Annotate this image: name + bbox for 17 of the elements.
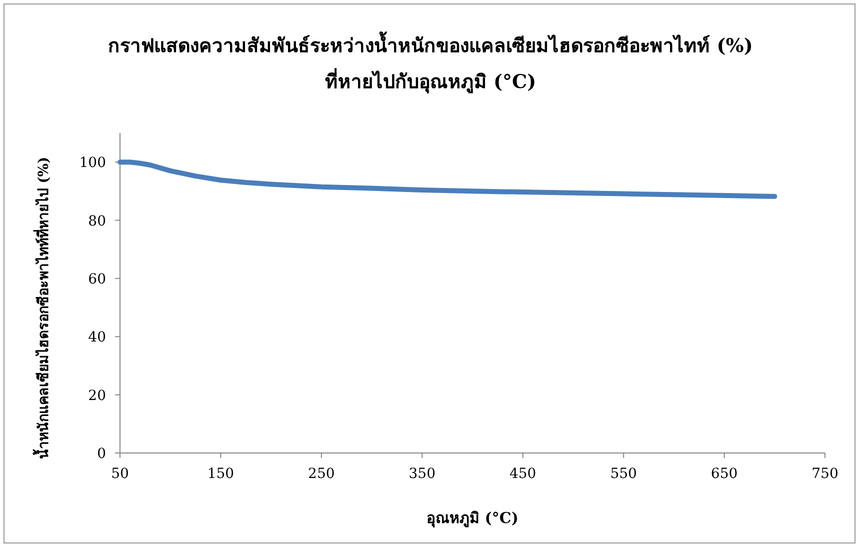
x-axis-title: อุณหภูมิ (°C)	[426, 509, 518, 528]
chart-title: กราฟแสดงความสัมพันธ์ระหว่างน้ำหนักของแคลเซียมไฮดรอกซีอะพาไทท์ (%) ที่หายไปกับอุณหภูมิ (°C)	[108, 31, 753, 94]
y-tick-label: 80	[88, 213, 106, 230]
y-tick-label: 60	[88, 271, 106, 288]
x-tick-label: 50	[111, 466, 129, 482]
y-tick-label: 20	[88, 388, 106, 404]
x-tick-label: 250	[308, 466, 335, 482]
x-tick-label: 650	[710, 466, 738, 482]
y-tick-label: 0	[97, 446, 106, 462]
y-axis-title: น้ำหนักแคลเซียมไฮดรอกซีอะพาไทท์ที่หายไป (%)	[32, 156, 52, 460]
x-tick-label: 350	[408, 466, 436, 482]
y-tick-label: 100	[79, 155, 106, 172]
x-tick-label: 450	[509, 466, 536, 482]
x-tick-label: 550	[610, 466, 637, 482]
x-tick-label: 750	[812, 466, 838, 482]
x-tick-label: 150	[207, 466, 234, 482]
y-tick-label: 40	[88, 330, 106, 346]
